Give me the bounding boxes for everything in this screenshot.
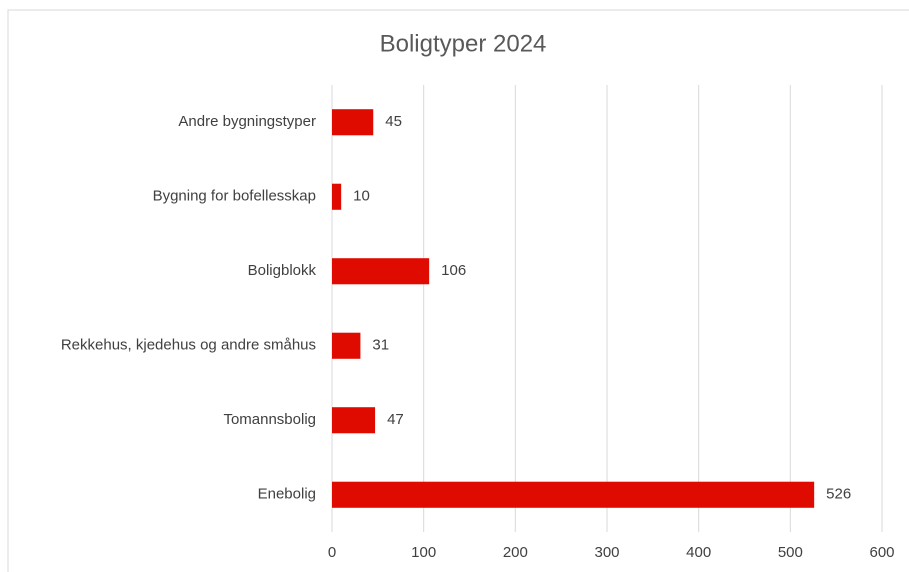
bar: [332, 332, 361, 359]
x-tick-label: 400: [686, 544, 711, 561]
y-tick-label: Andre bygningstyper: [178, 113, 316, 130]
y-tick-label: Enebolig: [258, 486, 316, 503]
bar: [332, 183, 342, 210]
x-tick-label: 600: [869, 544, 894, 561]
x-tick-label: 0: [328, 544, 336, 561]
x-tick-label: 100: [411, 544, 436, 561]
x-tick-label: 200: [503, 544, 528, 561]
y-tick-label: Bygning for bofellesskap: [153, 188, 316, 205]
y-tick-label: Rekkehus, kjedehus og andre småhus: [61, 337, 316, 354]
data-label: 45: [385, 113, 402, 130]
y-tick-label: Boligblokk: [248, 262, 317, 279]
bar: [332, 258, 430, 285]
chart-title: Boligtyper 2024: [380, 30, 547, 57]
x-tick-label: 500: [778, 544, 803, 561]
y-tick-label: Tomannsbolig: [223, 411, 316, 428]
chart-border: [7, 9, 909, 572]
bar: [332, 481, 815, 508]
x-tick-label: 300: [594, 544, 619, 561]
data-label: 526: [826, 486, 851, 503]
data-label: 47: [387, 411, 404, 428]
data-label: 10: [353, 188, 370, 205]
bar: [332, 109, 374, 136]
bar: [332, 407, 376, 434]
data-label: 31: [372, 337, 389, 354]
data-label: 106: [441, 262, 466, 279]
